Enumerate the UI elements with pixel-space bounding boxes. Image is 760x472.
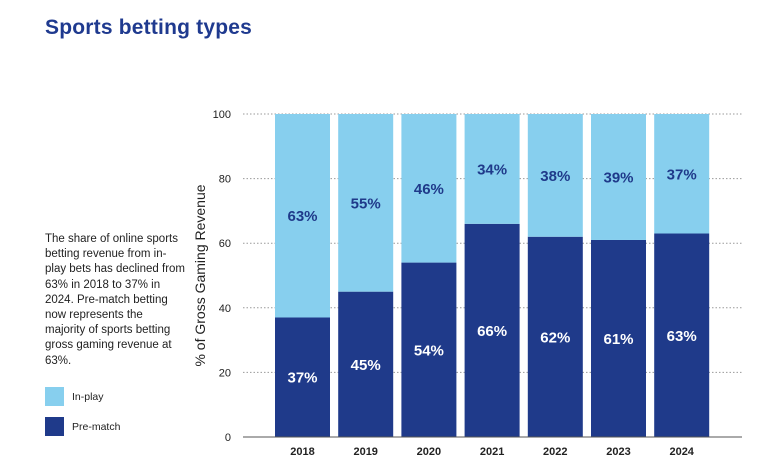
bar-pre-match-2022 — [527, 236, 583, 437]
data-label: 61% — [603, 331, 633, 348]
bar-pre-match-2023 — [591, 239, 646, 437]
bar-pre-match-2021 — [464, 223, 520, 437]
y-tick-label: 0 — [225, 432, 231, 444]
data-label: 34% — [477, 161, 507, 178]
data-label: 54% — [414, 342, 444, 359]
data-label: 46% — [414, 181, 444, 198]
legend-swatch-pre-match — [45, 417, 64, 436]
bar-in-play-2022 — [527, 114, 583, 237]
bar-pre-match-2019 — [338, 291, 394, 437]
y-tick-label: 80 — [219, 174, 231, 186]
x-tick-label: 2022 — [543, 446, 567, 458]
x-tick-label: 2023 — [606, 446, 630, 458]
x-tick-label: 2018 — [290, 446, 314, 458]
bar-in-play-2021 — [464, 114, 520, 224]
data-label: 63% — [287, 208, 317, 225]
bar-in-play-2023 — [591, 114, 646, 240]
bar-in-play-2020 — [401, 114, 457, 263]
bar-pre-match-2024 — [654, 233, 710, 437]
bar-in-play-2024 — [654, 114, 710, 234]
data-label: 66% — [477, 323, 507, 340]
x-tick-label: 2019 — [353, 446, 377, 458]
page-title: Sports betting types — [45, 16, 253, 39]
data-label: 62% — [540, 329, 570, 346]
y-tick-label: 100 — [213, 109, 231, 121]
legend-label-pre-match: Pre-match — [72, 420, 121, 433]
legend-swatch-in-play — [45, 387, 64, 406]
data-label: 45% — [351, 357, 381, 374]
bar-pre-match-2020 — [401, 262, 457, 437]
y-tick-label: 60 — [219, 238, 231, 250]
legend-item-pre-match: Pre-match — [45, 417, 120, 436]
data-label: 37% — [667, 166, 697, 183]
legend-label-in-play: In-play — [72, 390, 104, 403]
chart-description: The share of online sports betting reven… — [45, 233, 185, 367]
data-label: 38% — [540, 168, 570, 185]
x-tick-label: 2021 — [480, 446, 504, 458]
y-axis-title: % of Gross Gaming Revenue — [192, 184, 208, 366]
y-tick-label: 20 — [219, 367, 231, 379]
data-label: 55% — [351, 195, 381, 212]
bar-in-play-2018 — [275, 114, 330, 318]
bar-pre-match-2018 — [275, 317, 330, 437]
bar-in-play-2019 — [338, 114, 394, 292]
data-label: 63% — [667, 328, 697, 345]
y-tick-label: 40 — [219, 303, 231, 315]
x-tick-label: 2020 — [417, 446, 441, 458]
x-tick-label: 2024 — [669, 446, 694, 458]
data-label: 39% — [603, 169, 633, 186]
legend-item-in-play: In-play — [45, 387, 104, 406]
data-label: 37% — [287, 370, 317, 387]
